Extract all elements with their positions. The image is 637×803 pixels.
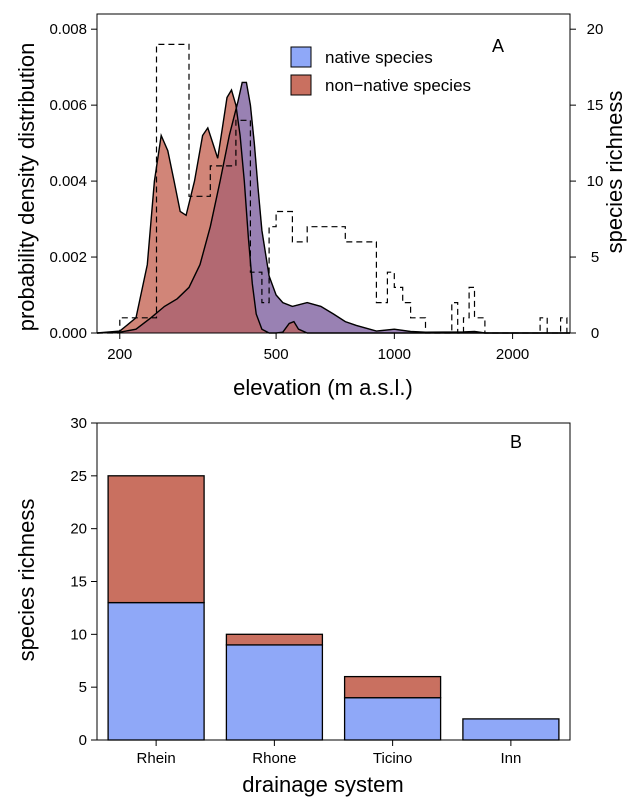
bar-ticino-native bbox=[343, 697, 442, 741]
y2-tick-label: 10 bbox=[587, 173, 604, 190]
y-tick-label: 0.002 bbox=[49, 249, 87, 266]
legend-swatch-non-native bbox=[290, 74, 312, 96]
y-tick-label: 0.008 bbox=[49, 21, 87, 38]
x-tick-label: 500 bbox=[264, 346, 289, 363]
density-areas bbox=[96, 81, 570, 334]
bar-rhein-non-native bbox=[107, 475, 205, 604]
panel-a-y-ticks: 0.000 0.002 0.004 0.006 0.008 bbox=[49, 21, 97, 342]
stacked-bars bbox=[107, 475, 560, 741]
y-tick-label: 0 bbox=[79, 732, 87, 749]
overlap-density-area bbox=[97, 82, 570, 334]
panel-a-x-ticks: 200 500 1000 2000 bbox=[107, 333, 529, 363]
y-tick-label: 5 bbox=[79, 679, 87, 696]
legend-swatch-native bbox=[290, 46, 312, 68]
bar-rhein-native bbox=[107, 601, 205, 741]
legend-label-non-native: non−native species bbox=[325, 76, 471, 95]
panel-b-x-ticks: Rhein Rhone Ticino Inn bbox=[137, 740, 521, 767]
y-tick-label: 10 bbox=[70, 626, 87, 643]
y-tick-label: 20 bbox=[70, 521, 87, 538]
y2-tick-label: 20 bbox=[587, 21, 604, 38]
y-tick-label: 30 bbox=[70, 415, 87, 432]
category-label-inn: Inn bbox=[500, 750, 521, 767]
panel-b-letter: B bbox=[510, 432, 522, 452]
legend-label-native: native species bbox=[325, 48, 433, 67]
non-native-density-area bbox=[97, 90, 570, 333]
y-tick-label: 25 bbox=[70, 468, 87, 485]
y2-tick-label: 5 bbox=[591, 249, 599, 266]
y-tick-label: 15 bbox=[70, 574, 87, 591]
non-native-density-line bbox=[96, 88, 570, 334]
panel-b-y-axis-label: species richness bbox=[14, 499, 39, 662]
bar-rhone-non-native bbox=[225, 633, 324, 646]
y-tick-label: 0.006 bbox=[49, 97, 87, 114]
panel-a-letter: A bbox=[492, 36, 504, 56]
panel-b-x-axis-label: drainage system bbox=[242, 772, 403, 797]
category-label-rhein: Rhein bbox=[137, 750, 176, 767]
category-label-rhone: Rhone bbox=[252, 750, 296, 767]
y2-tick-label: 15 bbox=[587, 97, 604, 114]
panel-a-y-axis-label: probability density distribution bbox=[14, 43, 39, 332]
bar-ticino-non-native bbox=[343, 675, 442, 699]
panel-a: 200 500 1000 2000 0.0000.0020.0040.0060.008… bbox=[14, 13, 627, 400]
panel-a-y2-ticks: 0 5 10 15 20 bbox=[570, 21, 603, 342]
x-tick-label: 2000 bbox=[496, 346, 529, 363]
y2-tick-label: 0 bbox=[591, 325, 599, 342]
legend: native species non−native species bbox=[290, 46, 471, 96]
panel-a-y2-axis-label: species richness bbox=[602, 91, 627, 254]
panel-b-y-ticks: 0 5 10 15 20 25 30 bbox=[70, 415, 97, 749]
y-tick-label: 0.004 bbox=[49, 173, 87, 190]
panel-a-x-axis-label: elevation (m a.s.l.) bbox=[233, 375, 413, 400]
bar-rhone-native bbox=[225, 644, 324, 741]
x-tick-label: 1000 bbox=[378, 346, 411, 363]
panel-a-frame bbox=[96, 13, 571, 334]
panel-b: 0 5 10 15 20 25 30 Rhein Rhone Ticino Inn B drain… bbox=[14, 415, 571, 797]
y-tick-label: 0.000 bbox=[49, 325, 87, 342]
category-label-ticino: Ticino bbox=[373, 750, 412, 767]
bar-inn-native bbox=[462, 718, 560, 741]
x-tick-label: 200 bbox=[107, 346, 132, 363]
